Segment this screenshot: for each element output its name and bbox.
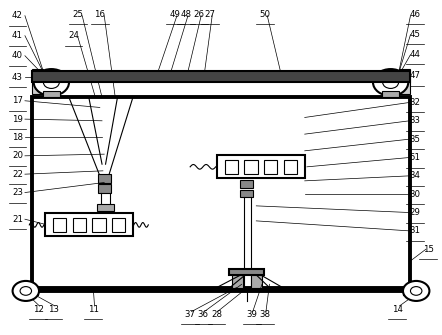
Text: 46: 46 [409, 9, 420, 18]
Text: 13: 13 [48, 305, 59, 314]
Text: 40: 40 [12, 51, 23, 60]
Text: 42: 42 [12, 11, 23, 20]
Bar [404, 287, 428, 295]
Circle shape [411, 287, 422, 295]
Text: 14: 14 [392, 305, 403, 314]
Text: 20: 20 [12, 151, 23, 160]
Text: 51: 51 [409, 153, 420, 162]
Text: 26: 26 [194, 9, 205, 18]
Circle shape [403, 281, 430, 301]
Text: 24: 24 [68, 31, 79, 40]
Text: 37: 37 [185, 310, 196, 319]
Text: 25: 25 [72, 9, 83, 18]
Text: 15: 15 [423, 245, 434, 254]
Text: 29: 29 [409, 208, 420, 217]
Text: 49: 49 [169, 9, 180, 18]
Text: 32: 32 [409, 98, 420, 107]
Bar [240, 190, 253, 197]
Text: 19: 19 [12, 115, 23, 124]
Text: 43: 43 [12, 73, 23, 82]
Text: 23: 23 [12, 188, 23, 197]
Circle shape [43, 76, 59, 88]
Text: 35: 35 [409, 135, 420, 144]
Bar [284, 160, 297, 174]
Text: 38: 38 [259, 310, 271, 319]
Bar [225, 160, 238, 174]
Bar [251, 275, 262, 288]
Bar [31, 97, 411, 288]
Text: 17: 17 [12, 96, 23, 105]
Text: 39: 39 [246, 310, 257, 319]
Text: 33: 33 [409, 116, 420, 125]
Bar [229, 269, 264, 275]
Text: 21: 21 [12, 215, 23, 224]
Bar [264, 160, 278, 174]
Bar [98, 174, 111, 183]
Bar [112, 218, 126, 231]
Circle shape [12, 281, 39, 301]
Text: 28: 28 [211, 310, 222, 319]
Circle shape [383, 76, 399, 88]
Text: 50: 50 [259, 9, 271, 18]
Circle shape [20, 287, 31, 295]
Bar [217, 155, 305, 178]
Bar [53, 218, 66, 231]
Text: 12: 12 [33, 305, 44, 314]
Bar [45, 213, 133, 236]
Text: 30: 30 [409, 190, 420, 199]
Bar [31, 71, 411, 82]
Bar [14, 287, 38, 295]
Bar [244, 160, 258, 174]
Text: 34: 34 [409, 171, 420, 180]
Circle shape [373, 69, 408, 96]
Text: 31: 31 [409, 226, 420, 236]
Text: 47: 47 [409, 71, 420, 80]
Text: 45: 45 [409, 29, 420, 39]
Text: 27: 27 [205, 9, 216, 18]
Bar [382, 91, 400, 97]
Text: 22: 22 [12, 170, 23, 179]
Bar [72, 218, 86, 231]
Text: 41: 41 [12, 31, 23, 40]
Bar [92, 218, 106, 231]
Bar [42, 91, 60, 97]
Circle shape [34, 69, 69, 96]
Bar [98, 184, 111, 193]
Text: 16: 16 [94, 9, 105, 18]
Text: 44: 44 [409, 50, 420, 59]
Bar [232, 275, 243, 288]
Bar [400, 69, 411, 94]
Text: 11: 11 [88, 305, 99, 314]
Text: 36: 36 [198, 310, 209, 319]
Text: 18: 18 [12, 133, 23, 142]
Bar [240, 180, 253, 188]
Text: 48: 48 [180, 9, 191, 18]
Bar [31, 69, 42, 94]
Bar [97, 204, 114, 211]
